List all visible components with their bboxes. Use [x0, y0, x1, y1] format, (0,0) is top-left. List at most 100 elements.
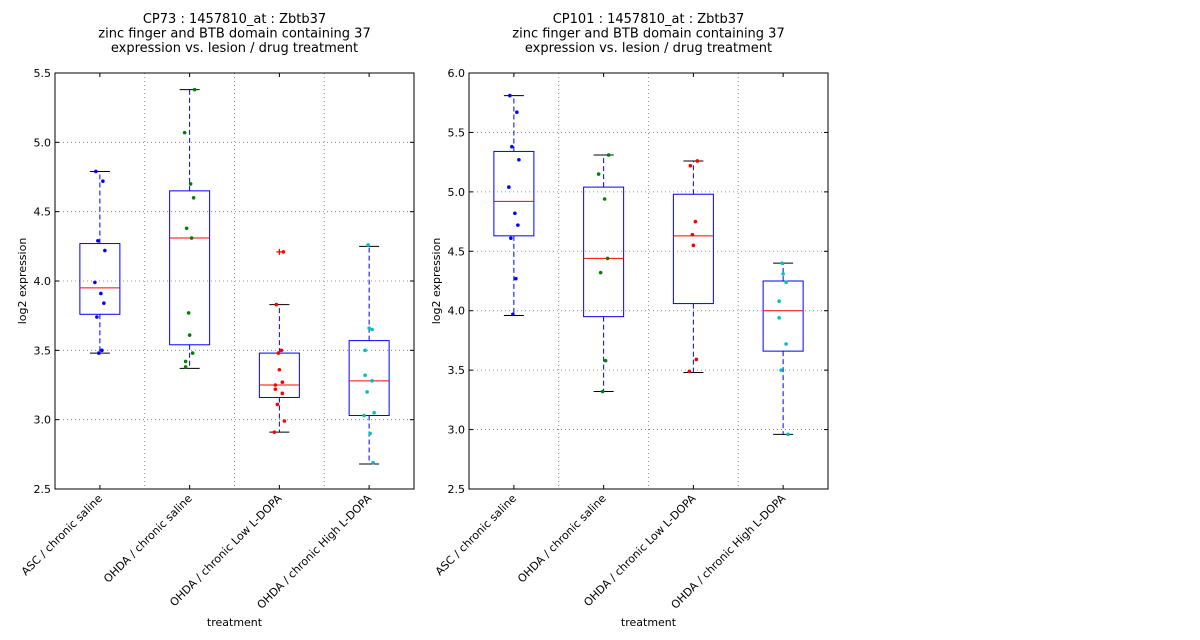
x-tick-label: ASC / chronic saline — [19, 492, 105, 578]
data-point — [281, 250, 286, 254]
x-tick-label: OHDA / chronic saline — [101, 492, 195, 586]
data-point — [192, 87, 197, 92]
x-tick-label: OHDA / chronic saline — [515, 492, 609, 586]
box-iqr — [762, 280, 804, 352]
data-point — [272, 430, 277, 434]
data-point — [517, 157, 521, 162]
y-tick-label: 2.5 — [448, 483, 466, 496]
data-point — [190, 351, 195, 355]
data-point — [186, 311, 191, 315]
y-tick-label: 4.0 — [34, 275, 52, 288]
data-point — [279, 348, 284, 353]
data-point — [515, 110, 519, 115]
data-point — [273, 387, 278, 391]
data-point — [366, 243, 370, 247]
data-point — [605, 256, 610, 261]
box-iqr — [258, 352, 300, 398]
data-point — [365, 390, 369, 394]
data-point — [282, 419, 287, 423]
data-point — [690, 232, 695, 237]
chart-title-line-3: expression vs. lesion / drug treatment — [111, 41, 358, 56]
chart-title-line-2: zinc finger and BTB domain containing 37 — [512, 27, 784, 42]
data-point — [183, 359, 188, 364]
box-iqr — [672, 193, 714, 305]
data-point — [372, 410, 376, 415]
box-iqr — [493, 150, 535, 237]
box-iqr — [79, 243, 121, 315]
data-point — [277, 367, 282, 372]
data-point — [191, 196, 196, 200]
data-point — [103, 248, 107, 253]
data-point — [784, 342, 788, 346]
data-point — [695, 159, 700, 163]
data-point — [275, 402, 280, 407]
y-tick-label: 3.0 — [448, 424, 466, 437]
data-point — [96, 238, 100, 243]
data-point — [189, 236, 194, 240]
data-point — [368, 431, 372, 436]
y-tick-label: 5.0 — [34, 136, 52, 149]
box-iqr — [583, 186, 625, 318]
y-axis-label: log2 expression — [430, 238, 443, 325]
data-point — [102, 301, 106, 305]
x-axis-label: treatment — [207, 616, 263, 629]
x-tick-label: ASC / chronic saline — [433, 492, 519, 578]
data-point — [280, 380, 285, 385]
chart-title-line-1: CP101 : 1457810_at : Zbtb37 — [553, 12, 745, 27]
y-tick-label: 6.0 — [448, 67, 466, 80]
data-point — [370, 327, 374, 332]
data-point — [513, 211, 517, 216]
data-point — [508, 93, 512, 98]
chart-title-line-2: zinc finger and BTB domain containing 37 — [98, 27, 370, 42]
data-point — [516, 223, 520, 227]
plot-area-cp73: 2.5 3.0 3.5 4.0 4.5 5.0 5.5 ASC / chronic salin… — [19, 67, 415, 612]
data-point — [780, 261, 784, 265]
data-point — [509, 236, 513, 241]
data-point — [371, 460, 375, 465]
data-point — [507, 185, 511, 189]
data-point — [779, 368, 783, 372]
data-point — [280, 391, 285, 396]
chart-panel-cp101: CP101 : 1457810_at : Zbtb37 zinc finger … — [430, 12, 829, 629]
data-point — [694, 357, 699, 362]
data-point — [188, 182, 193, 186]
data-point — [274, 302, 279, 307]
data-point — [367, 326, 371, 330]
data-point — [273, 383, 278, 387]
y-tick-label: 2.5 — [34, 483, 52, 496]
data-point — [600, 389, 605, 394]
y-tick-label: 3.5 — [34, 344, 52, 357]
chart-title-line-1: CP73 : 1457810_at : Zbtb37 — [143, 12, 326, 27]
data-point — [362, 413, 366, 418]
y-tick-label: 3.5 — [448, 364, 466, 377]
data-point — [363, 373, 367, 378]
data-point — [187, 333, 192, 337]
data-point — [182, 130, 187, 135]
data-point — [781, 272, 785, 276]
data-point — [97, 351, 101, 355]
box-iqr — [169, 190, 211, 346]
data-point — [511, 312, 515, 317]
y-tick-label: 4.5 — [448, 245, 466, 258]
y-tick-label: 5.5 — [34, 67, 52, 80]
data-point — [93, 280, 97, 285]
data-point — [363, 348, 367, 353]
data-point — [99, 291, 103, 296]
y-axis-label: log2 expression — [16, 238, 29, 325]
data-point — [94, 169, 98, 174]
data-point — [598, 270, 603, 275]
data-point — [693, 219, 698, 224]
data-point — [784, 280, 788, 284]
data-point — [276, 351, 281, 355]
y-tick-label: 5.5 — [448, 126, 466, 139]
y-tick-label: 4.5 — [34, 206, 52, 219]
data-point — [95, 315, 99, 319]
data-point — [101, 179, 105, 183]
plot-area-cp101: 2.5 3.0 3.5 4.0 4.5 5.0 5.5 6.0 ASC / chronic sa… — [433, 67, 829, 612]
plot-frame — [468, 72, 829, 490]
y-tick-label: 4.0 — [448, 305, 466, 318]
data-point — [786, 432, 790, 437]
chart-title-line-3: expression vs. lesion / drug treatment — [525, 41, 772, 56]
data-point — [687, 369, 692, 374]
